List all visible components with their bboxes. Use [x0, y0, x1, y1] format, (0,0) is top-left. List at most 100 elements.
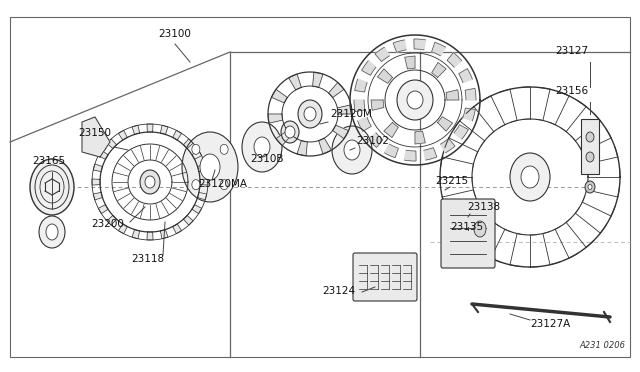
- Polygon shape: [404, 56, 415, 69]
- Polygon shape: [268, 114, 283, 123]
- Bar: [581, 119, 599, 174]
- Polygon shape: [82, 117, 110, 157]
- Polygon shape: [393, 40, 406, 52]
- FancyBboxPatch shape: [441, 199, 495, 268]
- Polygon shape: [333, 125, 349, 139]
- Polygon shape: [173, 130, 182, 140]
- Polygon shape: [328, 83, 344, 97]
- Text: 23165: 23165: [32, 156, 65, 166]
- Ellipse shape: [242, 122, 282, 172]
- Text: 23150: 23150: [78, 128, 111, 138]
- Polygon shape: [424, 148, 437, 160]
- Ellipse shape: [220, 144, 228, 154]
- Ellipse shape: [397, 80, 433, 120]
- Polygon shape: [161, 125, 168, 134]
- Polygon shape: [465, 89, 476, 100]
- Text: 23118: 23118: [131, 254, 164, 264]
- Polygon shape: [147, 232, 153, 240]
- Polygon shape: [414, 39, 426, 50]
- Ellipse shape: [39, 216, 65, 248]
- Text: A231 0206: A231 0206: [579, 341, 625, 350]
- Text: 23127: 23127: [555, 46, 588, 56]
- Text: 23102: 23102: [356, 136, 389, 146]
- Ellipse shape: [145, 176, 155, 188]
- Ellipse shape: [254, 137, 270, 157]
- Text: 23138: 23138: [467, 202, 500, 212]
- Polygon shape: [271, 89, 287, 103]
- Polygon shape: [200, 179, 208, 185]
- Polygon shape: [447, 52, 461, 67]
- Polygon shape: [463, 108, 476, 121]
- Polygon shape: [375, 47, 390, 61]
- Polygon shape: [358, 118, 371, 131]
- Ellipse shape: [586, 132, 594, 142]
- Polygon shape: [192, 205, 202, 214]
- Polygon shape: [92, 179, 100, 185]
- Polygon shape: [440, 138, 455, 153]
- Ellipse shape: [474, 221, 486, 237]
- Polygon shape: [132, 125, 140, 134]
- Polygon shape: [459, 68, 472, 83]
- Ellipse shape: [192, 144, 200, 154]
- Polygon shape: [319, 138, 332, 154]
- Polygon shape: [438, 117, 452, 131]
- Polygon shape: [362, 61, 376, 75]
- Polygon shape: [289, 74, 301, 90]
- Polygon shape: [337, 105, 352, 114]
- Polygon shape: [378, 69, 392, 83]
- Text: 23127A: 23127A: [530, 319, 570, 329]
- Polygon shape: [431, 42, 445, 56]
- Ellipse shape: [220, 180, 228, 190]
- Polygon shape: [173, 224, 182, 234]
- Polygon shape: [198, 164, 207, 171]
- Ellipse shape: [586, 152, 594, 162]
- Ellipse shape: [285, 126, 295, 138]
- Ellipse shape: [200, 154, 220, 180]
- Text: 23135: 23135: [450, 222, 483, 232]
- Polygon shape: [384, 123, 398, 138]
- Polygon shape: [312, 72, 323, 87]
- Text: 23100: 23100: [159, 29, 191, 39]
- FancyBboxPatch shape: [353, 253, 417, 301]
- Polygon shape: [161, 230, 168, 239]
- Ellipse shape: [182, 132, 238, 202]
- Text: 23120MA: 23120MA: [198, 179, 247, 189]
- Polygon shape: [354, 100, 365, 112]
- Polygon shape: [368, 133, 383, 147]
- Text: 23215: 23215: [435, 176, 468, 186]
- Ellipse shape: [140, 170, 160, 194]
- Text: 23120M: 23120M: [330, 109, 372, 119]
- Polygon shape: [147, 124, 153, 132]
- Polygon shape: [99, 150, 108, 159]
- Text: 2310B: 2310B: [250, 154, 284, 164]
- Ellipse shape: [281, 121, 299, 143]
- Ellipse shape: [298, 100, 322, 128]
- Polygon shape: [192, 150, 202, 159]
- Ellipse shape: [588, 185, 592, 189]
- Ellipse shape: [30, 159, 74, 215]
- Polygon shape: [415, 131, 425, 144]
- Polygon shape: [107, 215, 116, 225]
- Ellipse shape: [344, 140, 360, 160]
- Ellipse shape: [304, 107, 316, 121]
- Text: 23124: 23124: [322, 286, 355, 296]
- Polygon shape: [371, 100, 384, 110]
- Polygon shape: [454, 125, 468, 139]
- Ellipse shape: [407, 91, 423, 109]
- Ellipse shape: [585, 181, 595, 193]
- Polygon shape: [99, 205, 108, 214]
- Polygon shape: [118, 224, 127, 234]
- Text: 23200: 23200: [92, 219, 124, 229]
- Polygon shape: [276, 131, 291, 145]
- Polygon shape: [404, 150, 416, 161]
- Polygon shape: [355, 79, 367, 92]
- Ellipse shape: [46, 224, 58, 240]
- Ellipse shape: [510, 153, 550, 201]
- Polygon shape: [132, 230, 140, 239]
- Polygon shape: [93, 192, 102, 200]
- Polygon shape: [297, 141, 307, 156]
- Polygon shape: [385, 144, 398, 158]
- Polygon shape: [118, 130, 127, 140]
- Polygon shape: [107, 139, 116, 148]
- Text: 23156: 23156: [555, 86, 588, 96]
